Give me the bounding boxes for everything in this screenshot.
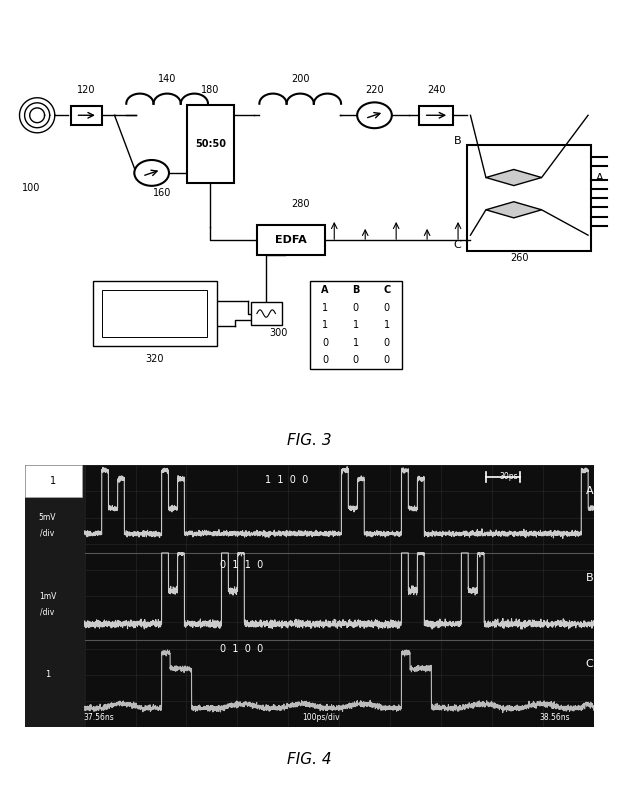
- Text: 260: 260: [511, 253, 529, 262]
- Text: /div: /div: [40, 529, 54, 537]
- Bar: [71, 106, 102, 125]
- Text: 200: 200: [291, 74, 310, 84]
- Text: A: A: [595, 173, 603, 183]
- Bar: [25, 465, 82, 497]
- Text: 0: 0: [322, 355, 328, 365]
- Circle shape: [134, 160, 169, 186]
- Text: 100ps/div: 100ps/div: [302, 713, 340, 722]
- Text: 1mV: 1mV: [39, 591, 56, 601]
- Bar: [310, 281, 402, 369]
- Text: 0: 0: [384, 303, 390, 312]
- Circle shape: [357, 103, 392, 128]
- Text: 0: 0: [353, 355, 359, 365]
- Text: 37.56ns: 37.56ns: [84, 713, 114, 722]
- Text: 5mV: 5mV: [39, 513, 56, 522]
- Text: A: A: [586, 487, 594, 496]
- Bar: [251, 302, 282, 325]
- Text: 0: 0: [322, 338, 328, 347]
- Text: FIG. 3: FIG. 3: [287, 432, 332, 448]
- Text: 220: 220: [365, 85, 384, 95]
- Bar: [187, 105, 234, 184]
- Text: 240: 240: [427, 85, 446, 95]
- Text: 38.56ns: 38.56ns: [539, 713, 569, 722]
- Text: B: B: [352, 285, 360, 295]
- Text: 280: 280: [291, 199, 310, 208]
- Text: 30ps: 30ps: [500, 471, 518, 481]
- Text: FIG. 4: FIG. 4: [287, 752, 332, 766]
- Text: C: C: [453, 240, 461, 250]
- Bar: [420, 106, 453, 125]
- Text: 1: 1: [50, 476, 56, 486]
- Text: EDFA: EDFA: [275, 235, 307, 245]
- Text: 50:50: 50:50: [195, 139, 226, 149]
- Bar: [93, 281, 217, 346]
- Text: 160: 160: [153, 188, 171, 198]
- Text: 1: 1: [322, 303, 328, 312]
- Bar: [467, 145, 591, 251]
- Text: A: A: [321, 285, 329, 295]
- Text: 1: 1: [384, 320, 390, 330]
- Text: B: B: [454, 136, 461, 145]
- Text: 0  1  1  0: 0 1 1 0: [220, 560, 263, 570]
- Text: /div: /div: [40, 607, 54, 616]
- Polygon shape: [486, 202, 542, 218]
- Text: 300: 300: [269, 328, 288, 338]
- Polygon shape: [486, 169, 542, 185]
- Text: 180: 180: [201, 85, 220, 95]
- Bar: [257, 225, 325, 254]
- Text: 1: 1: [45, 670, 50, 680]
- Text: 140: 140: [158, 74, 176, 84]
- Text: 100: 100: [22, 184, 40, 193]
- Text: 0: 0: [384, 355, 390, 365]
- Text: 1: 1: [353, 320, 359, 330]
- Bar: [85, 465, 594, 727]
- Text: 1: 1: [322, 320, 328, 330]
- Text: 0  1  0  0: 0 1 0 0: [220, 644, 263, 653]
- Text: 120: 120: [77, 85, 96, 95]
- Text: 1: 1: [353, 338, 359, 347]
- Text: C: C: [383, 285, 391, 295]
- Bar: [25, 465, 85, 727]
- Text: B: B: [586, 573, 594, 583]
- Text: 320: 320: [145, 354, 164, 364]
- Text: 0: 0: [353, 303, 359, 312]
- Text: 0: 0: [384, 338, 390, 347]
- Text: C: C: [586, 660, 594, 669]
- Bar: [102, 290, 207, 336]
- Text: 1  1  0  0: 1 1 0 0: [265, 475, 308, 484]
